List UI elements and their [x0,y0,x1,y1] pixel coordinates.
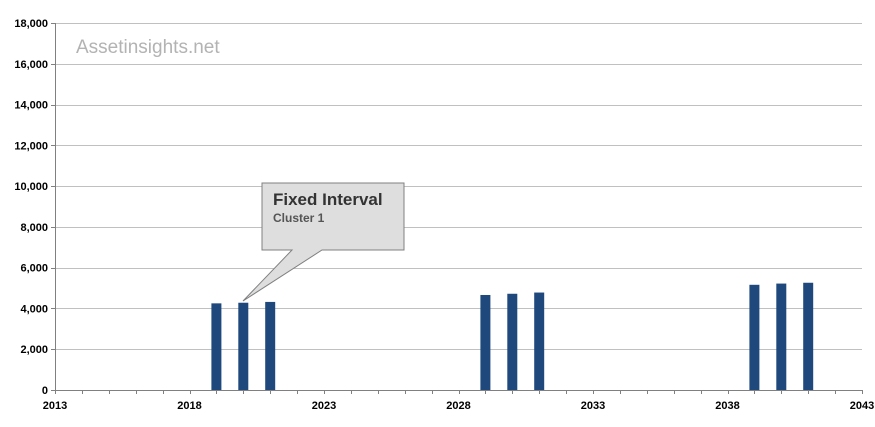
bar [803,282,814,390]
bar [534,292,545,390]
bar [776,283,787,390]
watermark-text: Assetinsights.net [76,37,220,58]
bar [265,301,276,390]
callout-title: Fixed Interval [273,190,383,209]
y-tick-label: 6,000 [20,263,48,275]
y-tick-label: 4,000 [20,303,48,315]
x-tick-label: 2023 [312,400,336,412]
x-tick-label: 2043 [850,400,874,412]
x-tick-label: 2018 [177,400,201,412]
y-axis-tick-labels: 0 2,000 4,000 6,000 8,000 10,000 12,000 14,000 1… [14,18,48,397]
callout-subtitle: Cluster 1 [273,211,325,225]
callout-box: Fixed Interval Cluster 1 [242,182,405,302]
gridlines [55,23,862,350]
y-tick-label: 16,000 [14,59,48,71]
x-tick-label: 2038 [715,400,739,412]
y-tick-label: 10,000 [14,181,48,193]
x-axis-tick-labels: 2013 2018 2023 2028 2033 2038 2043 [43,400,874,412]
bar [211,303,222,390]
bars [211,282,814,390]
x-tick-label: 2033 [581,400,605,412]
y-tick-label: 18,000 [14,18,48,30]
y-tick-label: 12,000 [14,140,48,152]
axes [51,23,863,394]
x-tick-label: 2028 [446,400,470,412]
y-tick-label: 2,000 [20,344,48,356]
bar [238,302,249,390]
y-tick-label: 0 [42,385,48,397]
bar [480,294,491,390]
bar [749,284,760,390]
y-tick-label: 8,000 [20,222,48,234]
callout-shape [242,182,405,302]
bar [507,293,518,390]
y-tick-label: 14,000 [14,100,48,112]
x-tick-label: 2013 [43,400,67,412]
